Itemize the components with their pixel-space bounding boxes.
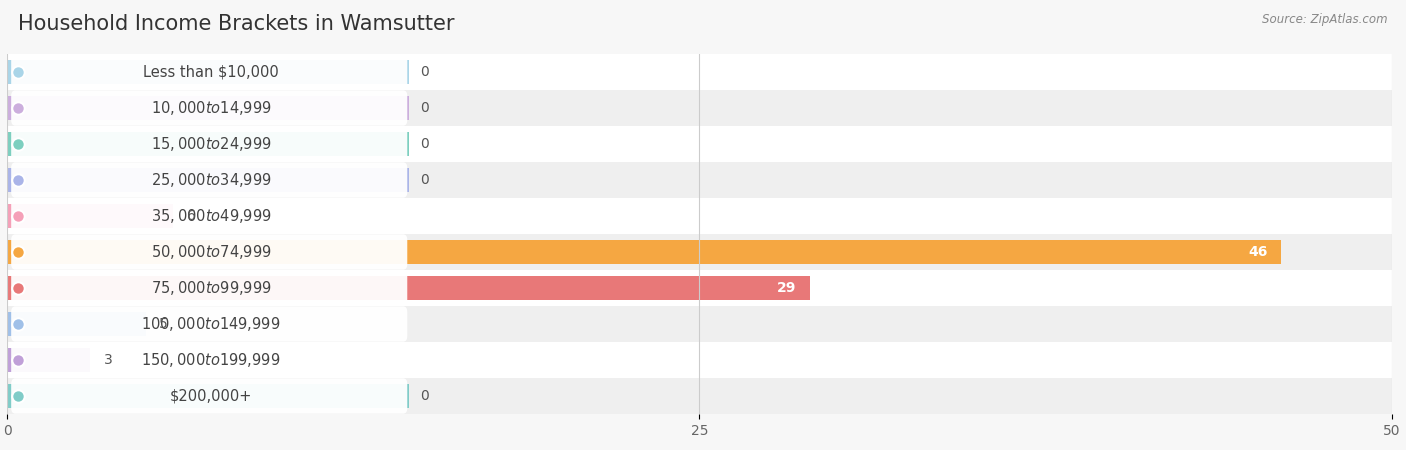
Bar bbox=[7, 306, 1392, 342]
Text: $150,000 to $199,999: $150,000 to $199,999 bbox=[142, 351, 281, 369]
FancyBboxPatch shape bbox=[11, 162, 408, 198]
FancyBboxPatch shape bbox=[11, 54, 408, 90]
Text: Source: ZipAtlas.com: Source: ZipAtlas.com bbox=[1263, 14, 1388, 27]
Text: 6: 6 bbox=[187, 209, 195, 223]
Text: 0: 0 bbox=[420, 389, 429, 403]
Bar bbox=[7, 168, 409, 192]
Bar bbox=[7, 384, 409, 408]
Bar bbox=[7, 240, 1281, 264]
FancyBboxPatch shape bbox=[11, 342, 408, 378]
Text: 5: 5 bbox=[159, 317, 169, 331]
Bar bbox=[7, 312, 146, 336]
Text: $50,000 to $74,999: $50,000 to $74,999 bbox=[150, 243, 271, 261]
Text: Household Income Brackets in Wamsutter: Household Income Brackets in Wamsutter bbox=[18, 14, 454, 33]
FancyBboxPatch shape bbox=[11, 126, 408, 162]
Bar bbox=[7, 126, 1392, 162]
Bar bbox=[7, 96, 409, 120]
Text: $15,000 to $24,999: $15,000 to $24,999 bbox=[150, 135, 271, 153]
FancyBboxPatch shape bbox=[11, 198, 408, 234]
Text: $25,000 to $34,999: $25,000 to $34,999 bbox=[150, 171, 271, 189]
Text: Less than $10,000: Less than $10,000 bbox=[143, 64, 278, 80]
Bar bbox=[7, 54, 1392, 90]
Bar bbox=[7, 276, 810, 300]
Bar bbox=[7, 198, 1392, 234]
Text: 46: 46 bbox=[1249, 245, 1267, 259]
FancyBboxPatch shape bbox=[11, 306, 408, 342]
Bar bbox=[7, 90, 1392, 126]
Text: $35,000 to $49,999: $35,000 to $49,999 bbox=[150, 207, 271, 225]
FancyBboxPatch shape bbox=[11, 270, 408, 306]
Text: 0: 0 bbox=[420, 65, 429, 79]
Bar bbox=[7, 60, 409, 84]
Bar bbox=[7, 162, 1392, 198]
Text: 0: 0 bbox=[420, 101, 429, 115]
Bar bbox=[7, 378, 1392, 414]
Text: $75,000 to $99,999: $75,000 to $99,999 bbox=[150, 279, 271, 297]
Bar bbox=[7, 204, 173, 228]
FancyBboxPatch shape bbox=[11, 378, 408, 414]
Bar bbox=[7, 342, 1392, 378]
Text: 0: 0 bbox=[420, 137, 429, 151]
Text: $100,000 to $149,999: $100,000 to $149,999 bbox=[142, 315, 281, 333]
Text: $200,000+: $200,000+ bbox=[170, 388, 252, 404]
FancyBboxPatch shape bbox=[11, 90, 408, 126]
Text: 0: 0 bbox=[420, 173, 429, 187]
Bar bbox=[7, 270, 1392, 306]
Bar bbox=[7, 132, 409, 156]
Bar bbox=[7, 348, 90, 372]
Text: 29: 29 bbox=[778, 281, 796, 295]
Text: 3: 3 bbox=[104, 353, 112, 367]
FancyBboxPatch shape bbox=[11, 234, 408, 270]
Bar bbox=[7, 234, 1392, 270]
Text: $10,000 to $14,999: $10,000 to $14,999 bbox=[150, 99, 271, 117]
